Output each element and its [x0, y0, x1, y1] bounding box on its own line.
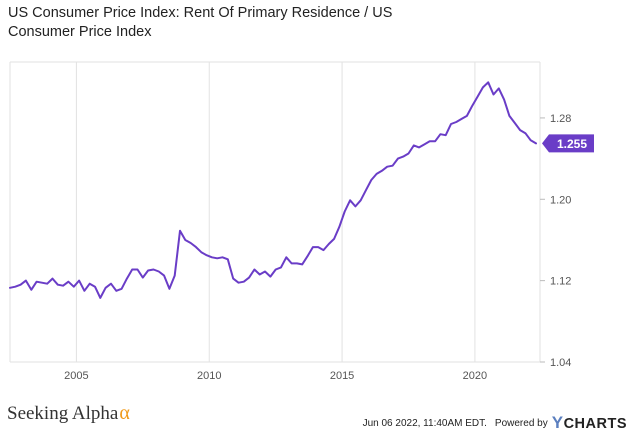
last-value-badge: [542, 134, 594, 153]
x-tick-label: 2020: [463, 370, 487, 382]
gridlines: [9, 61, 541, 363]
ycharts-logo: YCHARTS: [552, 413, 627, 433]
seeking-alpha-logo: Seeking Alphaα: [7, 402, 130, 425]
alpha-symbol-icon: α: [119, 402, 130, 424]
y-tick-label: 1.12: [550, 276, 571, 288]
last-value-layer: 1.255: [542, 134, 594, 153]
ycharts-y-icon: Y: [551, 413, 564, 432]
x-tick-label: 2010: [197, 370, 221, 382]
powered-by-text: Powered by: [494, 417, 548, 429]
chart-title: US Consumer Price Index: Rent Of Primary…: [8, 5, 393, 40]
y-tick-label: 1.28: [550, 113, 571, 125]
line-chart: 2005 2010 2015 2020 1.04 1.12 1.20 1.28 1.255: [9, 61, 594, 382]
last-value-label: 1.255: [557, 137, 587, 151]
chart-footer: Jun 06 2022, 11:40AM EDT. Powered by YCH…: [363, 413, 627, 433]
x-tick-label: 2005: [64, 370, 88, 382]
series-layer: [9, 81, 537, 299]
x-tick-label: 2015: [330, 370, 354, 382]
y-tick-label: 1.20: [550, 194, 571, 206]
axes: 2005 2010 2015 2020 1.04 1.12 1.20 1.28: [64, 113, 571, 382]
ycharts-text: CHARTS: [563, 416, 627, 432]
timestamp: Jun 06 2022, 11:40AM EDT.: [362, 417, 487, 429]
y-tick-label: 1.04: [550, 357, 571, 369]
series-line: [9, 81, 537, 299]
seeking-alpha-text: Seeking Alpha: [7, 403, 119, 424]
